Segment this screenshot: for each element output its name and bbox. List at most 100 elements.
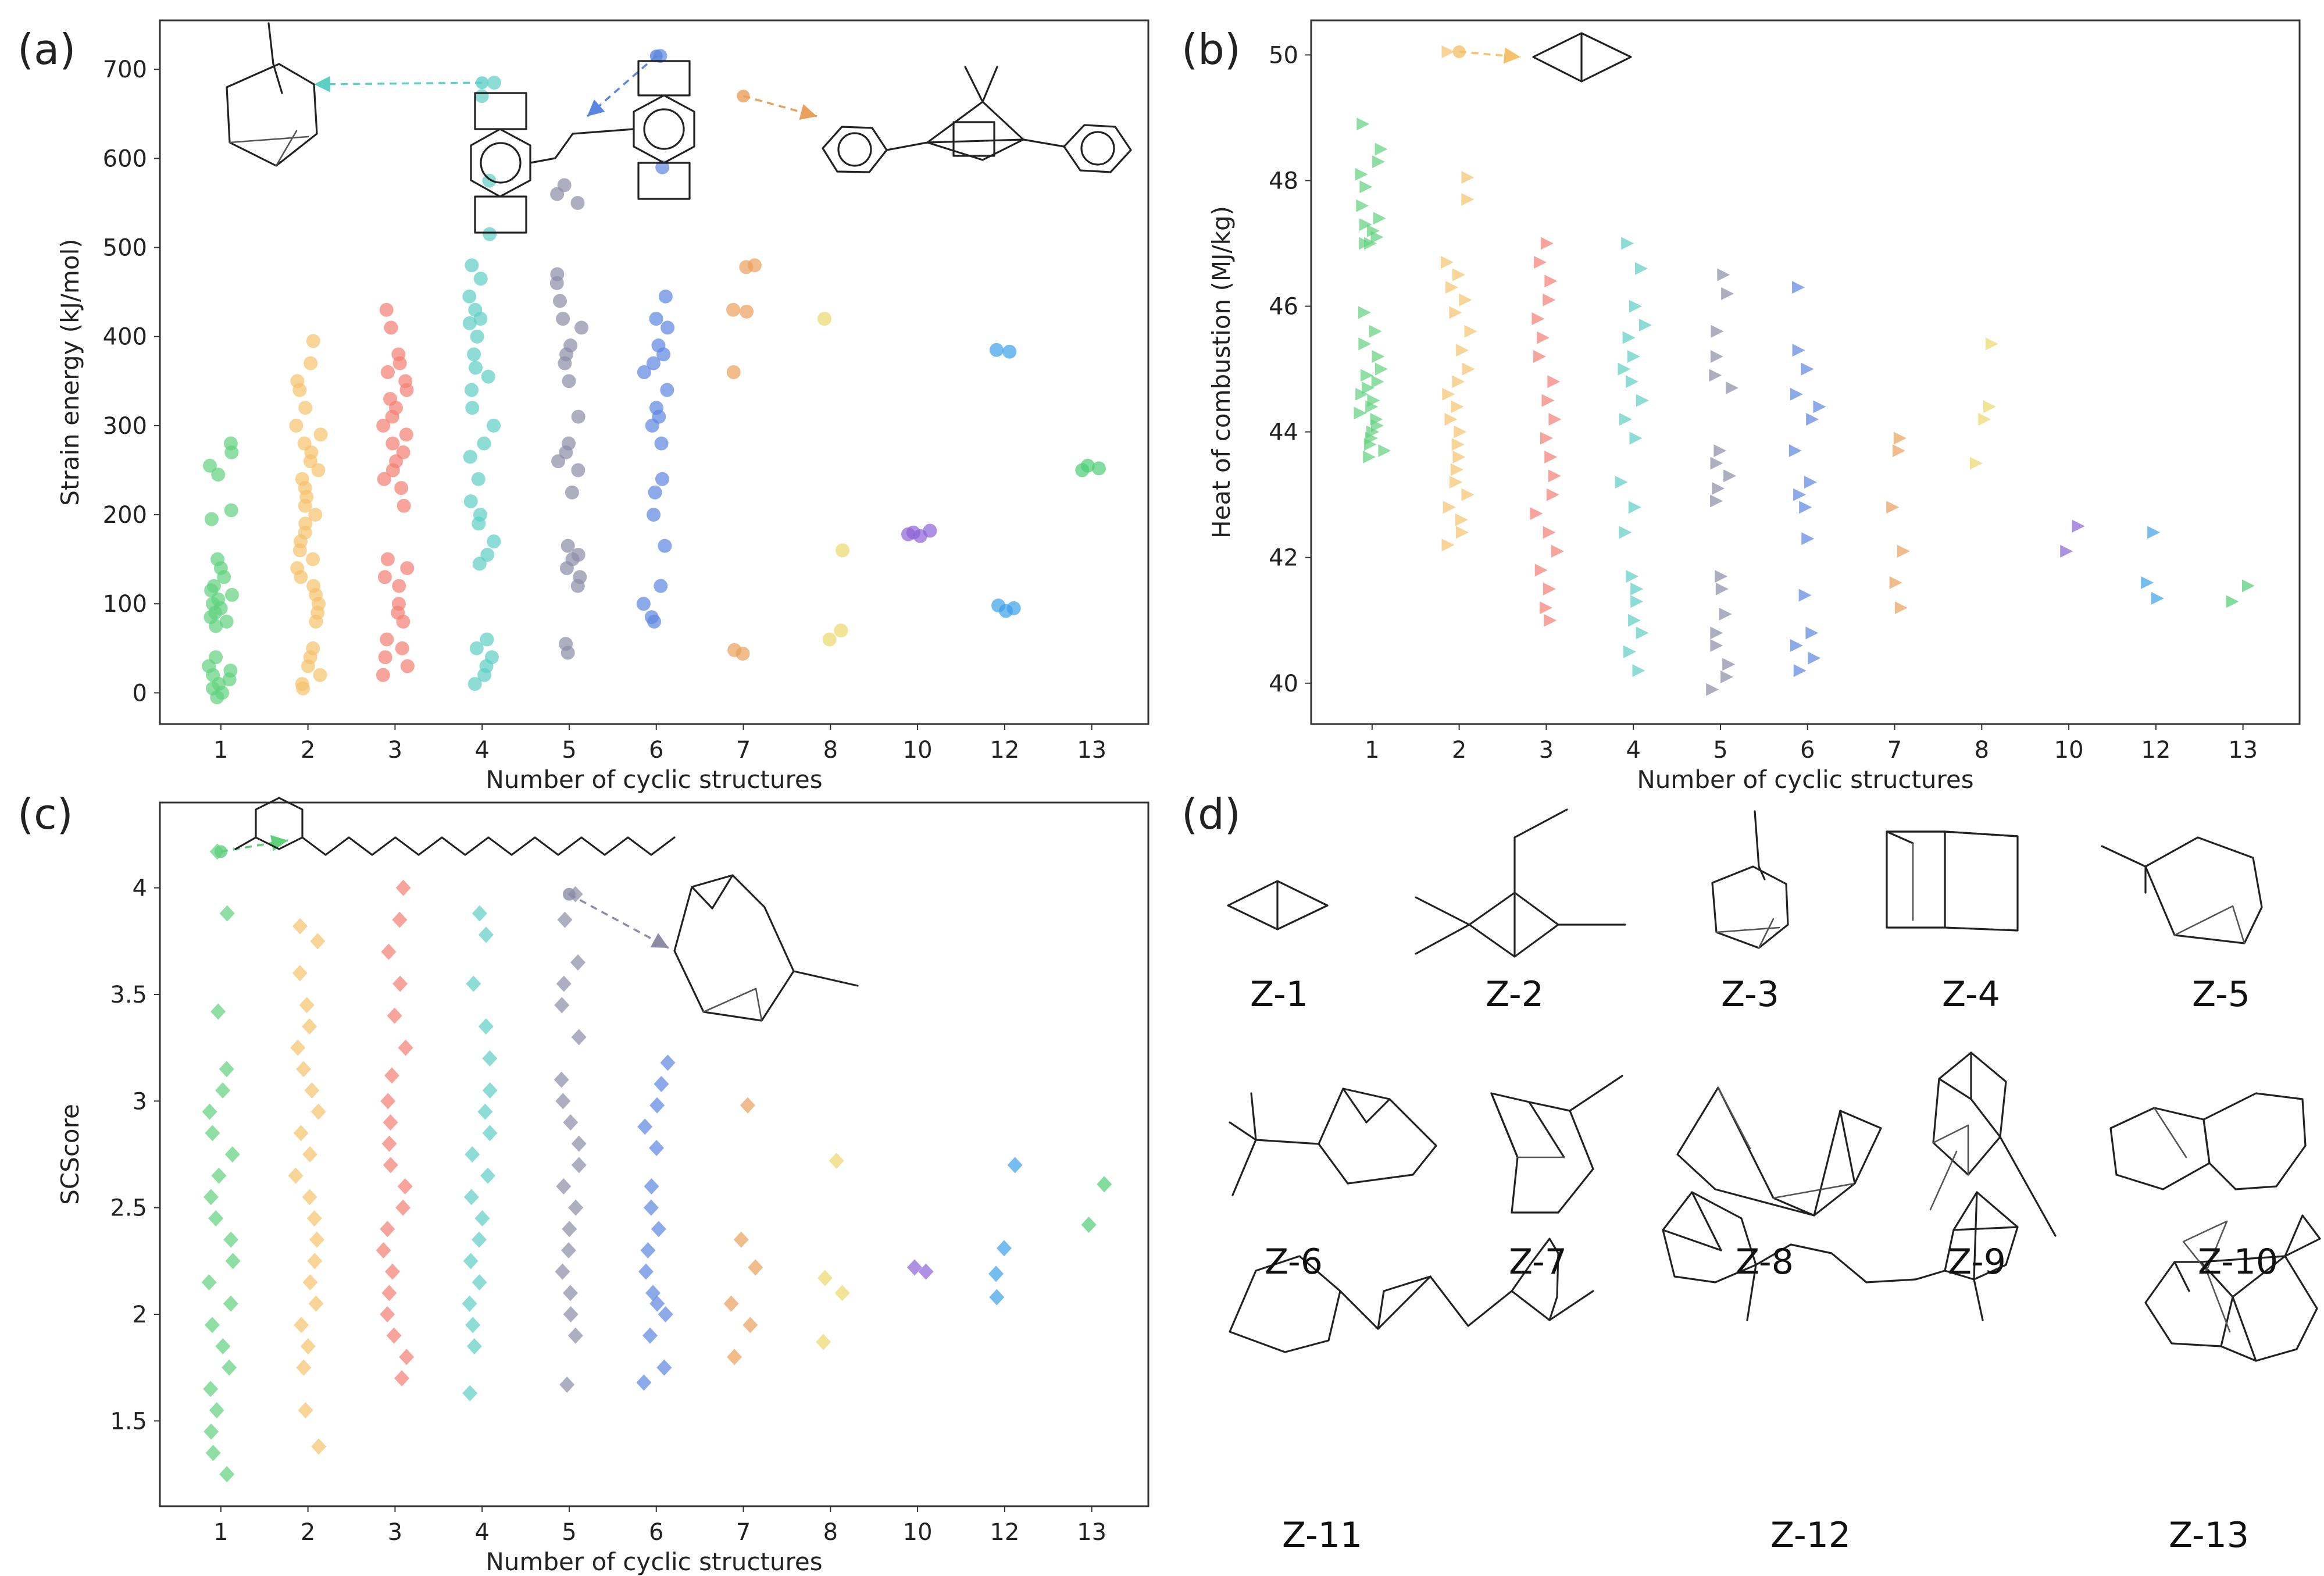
data-point: [643, 1199, 659, 1216]
data-point: [472, 905, 487, 922]
data-point: [1452, 450, 1466, 463]
data-point: [478, 926, 494, 943]
series-6: [636, 1054, 676, 1391]
data-point: [1619, 526, 1632, 539]
data-point: [380, 1093, 396, 1110]
data-point: [463, 1189, 479, 1206]
data-point: [574, 320, 589, 335]
data-point: [1459, 293, 1472, 306]
data-point: [302, 1189, 317, 1206]
data-point: [1461, 171, 1475, 184]
data-point: [313, 427, 328, 442]
y-tick-label: 200: [103, 502, 147, 529]
data-point: [487, 76, 501, 90]
data-point: [472, 1274, 487, 1290]
data-point: [1452, 268, 1466, 281]
data-point: [381, 1285, 397, 1302]
data-point: [1360, 369, 1373, 382]
data-point: [311, 1438, 327, 1455]
panel-label-c: (c): [17, 790, 73, 839]
data-point: [1449, 306, 1462, 319]
data-point: [392, 579, 406, 593]
data-point: [1355, 387, 1369, 401]
data-point: [205, 1125, 220, 1142]
data-point: [1363, 450, 1376, 463]
data-point: [296, 681, 310, 696]
data-point: [392, 911, 408, 928]
data-point: [310, 1103, 326, 1120]
data-point: [465, 258, 479, 273]
data-point: [395, 641, 409, 655]
x-tick-label: 2: [1452, 737, 1466, 764]
data-point: [1540, 432, 1554, 445]
data-point: [384, 1067, 399, 1084]
data-point: [487, 534, 501, 549]
data-point: [465, 1317, 481, 1333]
data-point: [661, 320, 675, 335]
data-point: [288, 1167, 304, 1184]
data-point: [1897, 544, 1910, 558]
data-point: [1464, 325, 1477, 338]
data-point: [224, 445, 239, 459]
series-2: [1441, 45, 1477, 552]
y-axis-label: Heat of combustion (MJ/kg): [1207, 206, 1236, 539]
structure-Z2: [1415, 808, 1626, 958]
structure-Z4: [1886, 830, 2019, 932]
data-point: [1710, 494, 1723, 508]
series-7: [723, 1097, 763, 1365]
data-point: [1356, 199, 1369, 212]
data-point: [648, 485, 662, 500]
data-point: [203, 1189, 219, 1206]
data-point: [1806, 413, 1819, 426]
data-point: [1373, 212, 1386, 225]
data-point: [658, 539, 672, 553]
data-point: [913, 529, 927, 543]
series-12: [989, 343, 1021, 618]
data-point: [205, 1445, 221, 1461]
data-point: [1893, 432, 1907, 445]
data-point: [400, 659, 415, 673]
x-tick-label: 7: [736, 1519, 751, 1546]
data-point: [376, 1242, 391, 1258]
data-point: [395, 879, 411, 896]
y-tick-label: 3: [133, 1088, 147, 1115]
data-point: [739, 260, 754, 274]
data-point: [294, 1317, 309, 1333]
series-13: [1081, 1176, 1112, 1233]
data-point: [210, 1003, 226, 1020]
structure-Z11: [1229, 1238, 1594, 1353]
series-13: [1075, 458, 1106, 477]
data-point: [1547, 375, 1561, 388]
data-point: [381, 943, 397, 960]
data-point: [397, 1178, 413, 1195]
data-point: [303, 454, 317, 469]
data-point: [302, 1018, 317, 1035]
structure-Z8: [1676, 1086, 1882, 1217]
series-3: [376, 879, 415, 1386]
data-point: [477, 668, 492, 682]
data-point: [376, 668, 390, 682]
data-point: [1792, 344, 1805, 357]
data-point: [1543, 526, 1556, 539]
data-point: [301, 659, 315, 673]
data-point: [733, 1231, 749, 1248]
data-point: [215, 1338, 231, 1354]
data-point: [307, 1253, 323, 1270]
data-point: [1627, 350, 1640, 363]
data-point: [385, 463, 400, 477]
x-tick-label: 5: [562, 737, 576, 764]
data-point: [482, 1125, 498, 1142]
data-point: [2147, 526, 2161, 539]
data-point: [727, 1349, 742, 1365]
data-point: [1710, 350, 1723, 363]
y-tick-label: 40: [1269, 671, 1298, 697]
molecule-long-chain-drawing: [234, 797, 676, 856]
data-point: [654, 579, 668, 593]
data-point: [392, 975, 408, 992]
data-point: [906, 1259, 922, 1276]
data-point: [380, 365, 395, 379]
data-point: [640, 1242, 656, 1258]
data-point: [570, 579, 585, 593]
data-point: [1721, 287, 1734, 300]
